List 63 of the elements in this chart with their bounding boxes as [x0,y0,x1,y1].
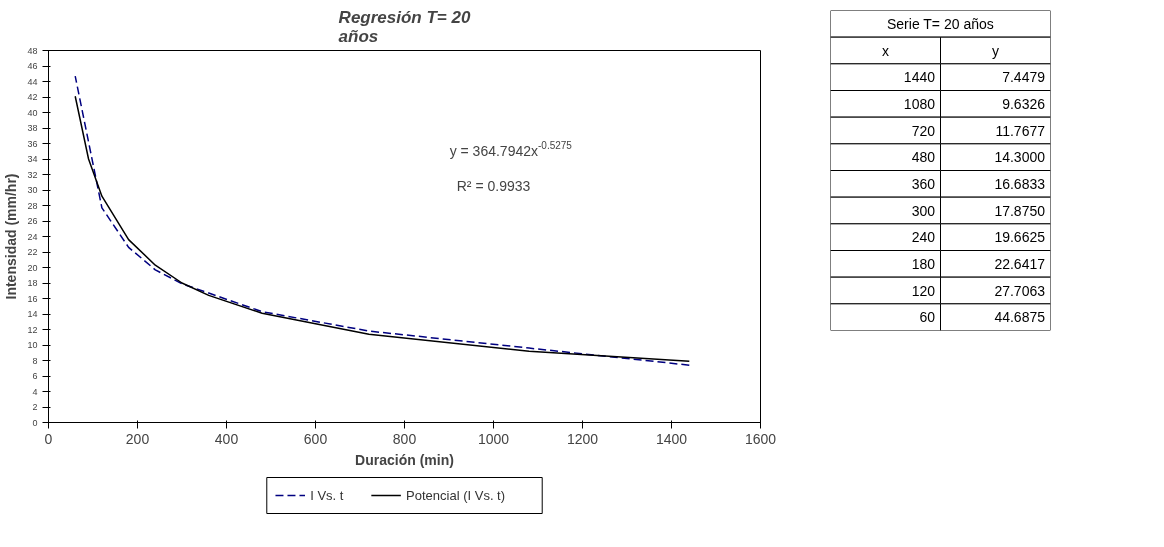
text: Serie T= 20 años [887,15,994,32]
y-tick-label: 44 [27,76,38,87]
text: 1440 [903,69,936,86]
legend-label: I Vs. t [310,488,344,503]
x-axis-title: Duración (min) [355,451,454,468]
y-axis-title: Intensidad (mm/hr) [3,173,20,300]
y-tick-label: 30 [27,185,38,195]
text: 16.6833 [994,175,1046,192]
text: 300 [911,202,936,219]
y-tick-label: 36 [27,138,38,149]
text: 11.7677 [995,122,1046,139]
x-tick-label: 0 [44,430,53,447]
text: 1080 [903,95,936,112]
x-tick-label: 800 [392,430,417,447]
x-tick-label: 1000 [477,430,510,447]
text: 60 [919,309,936,326]
y-tick-label: 10 [27,340,38,350]
y-tick-label: 12 [27,324,38,335]
text: 360 [911,175,936,192]
text: 14.3000 [994,149,1046,166]
y-tick-label: 26 [27,216,38,226]
y-tick-label: 40 [27,107,38,118]
y-tick-label: 48 [27,45,38,56]
y-tick-label: 42 [27,92,38,102]
text: x [882,42,889,59]
text: 17.8750 [994,202,1046,219]
text: 27.7063 [994,282,1046,299]
y-tick-label: 2 [32,402,38,412]
x-tick-label: 1200 [566,430,599,447]
x-tick-label: 400 [214,430,239,447]
text: 44.6875 [994,309,1046,326]
text: 19.6625 [994,229,1046,246]
y-tick-label: 18 [27,278,38,288]
text: y [992,42,999,59]
x-tick-label: 1400 [655,430,688,447]
text: 7.4479 [1002,69,1046,86]
y-tick-label: 14 [27,309,38,319]
y-tick-label: 6 [32,371,38,381]
x-tick-label: 200 [125,430,150,447]
y-tick-label: 46 [27,61,38,71]
text: 22.6417 [994,255,1046,272]
y-tick-label: 4 [32,386,38,397]
text: 720 [911,122,936,139]
y-tick-label: 24 [27,231,38,242]
text: 9.6326 [1002,95,1046,112]
y-tick-label: 22 [27,247,38,257]
y-tick-label: 16 [27,293,38,304]
text: 180 [911,255,936,272]
y-tick-label: 28 [27,200,38,211]
text: 480 [911,149,936,166]
legend-label: Potencial (I Vs. t) [406,488,506,503]
chart-title: Regresión T= 20 años [338,7,471,46]
text: 120 [911,282,936,299]
y-tick-label: 32 [27,169,38,180]
y-tick-label: 8 [32,355,38,366]
y-tick-label: 20 [27,262,38,273]
x-tick-label: 1600 [744,430,777,447]
annotation: R² = 0.9933 [456,177,531,194]
y-tick-label: 38 [27,123,38,133]
text: 240 [911,229,936,246]
x-tick-label: 600 [303,430,328,447]
y-tick-label: 34 [27,154,38,164]
y-tick-label: 0 [32,417,38,428]
